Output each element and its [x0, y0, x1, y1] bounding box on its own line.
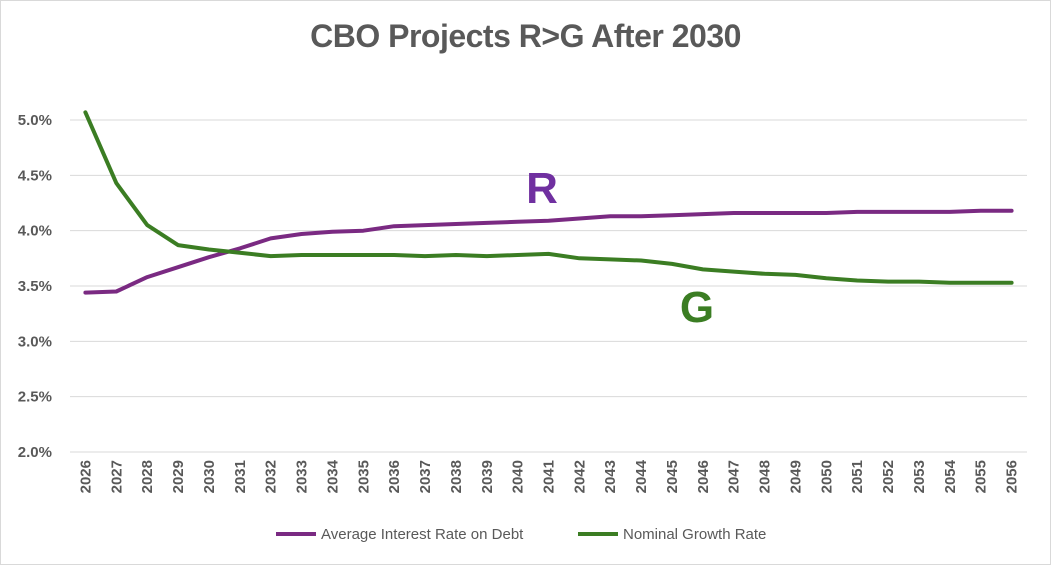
x-tick-label: 2037	[417, 460, 434, 493]
legend: Average Interest Rate on Debt Nominal Gro…	[276, 526, 766, 543]
x-tick-label: 2033	[294, 460, 311, 493]
y-tick-label: 4.0%	[18, 223, 52, 240]
x-tick-label: 2049	[787, 460, 804, 493]
annotation-g: G	[680, 283, 714, 332]
chart-title: CBO Projects R>G After 2030	[310, 18, 741, 54]
annotation-r: R	[526, 164, 558, 213]
x-tick-label: 2044	[633, 459, 650, 493]
legend-label: Average Interest Rate on Debt	[321, 526, 524, 543]
y-tick-label: 3.5%	[18, 278, 52, 295]
x-tick-label: 2055	[973, 460, 990, 493]
x-tick-label: 2047	[726, 460, 743, 493]
x-tick-label: 2051	[849, 460, 866, 493]
x-tick-label: 2028	[139, 460, 156, 493]
y-tick-label: 3.0%	[18, 333, 52, 350]
x-tick-label: 2029	[170, 460, 187, 493]
x-tick-label: 2045	[664, 460, 681, 493]
x-tick-label: 2035	[355, 460, 372, 493]
x-tick-label: 2041	[541, 460, 558, 493]
y-tick-label: 2.5%	[18, 389, 52, 406]
x-tick-label: 2039	[479, 460, 496, 493]
x-tick-label: 2031	[232, 460, 249, 493]
x-tick-label: 2046	[695, 460, 712, 493]
x-tick-label: 2034	[324, 459, 341, 493]
x-tick-label: 2052	[880, 460, 897, 493]
x-tick-label: 2053	[911, 460, 928, 493]
x-axis-ticks: 2026 2027 2028 2029 2030 2031 2032 2033 2034 2035…	[77, 459, 1020, 493]
x-tick-label: 2048	[757, 460, 774, 493]
y-axis-ticks: 2.0% 2.5% 3.0% 3.5% 4.0% 4.5% 5.0%	[18, 112, 52, 461]
x-tick-label: 2030	[201, 460, 218, 493]
x-tick-label: 2042	[571, 460, 588, 493]
y-tick-label: 4.5%	[18, 167, 52, 184]
y-tick-label: 5.0%	[18, 112, 52, 129]
x-tick-label: 2032	[263, 460, 280, 493]
x-tick-label: 2038	[448, 460, 465, 493]
x-tick-label: 2050	[818, 460, 835, 493]
y-tick-label: 2.0%	[18, 444, 52, 461]
legend-label: Nominal Growth Rate	[623, 526, 766, 543]
x-tick-label: 2036	[386, 460, 403, 493]
x-tick-label: 2040	[510, 460, 527, 493]
x-tick-label: 2026	[77, 460, 94, 493]
series-lines	[83, 110, 1014, 295]
x-tick-label: 2043	[602, 460, 619, 493]
x-tick-label: 2027	[108, 460, 125, 493]
x-tick-label: 2056	[1004, 460, 1021, 493]
x-tick-label: 2054	[942, 459, 959, 493]
gridlines	[70, 119, 1027, 398]
annotations: RG	[526, 164, 714, 332]
